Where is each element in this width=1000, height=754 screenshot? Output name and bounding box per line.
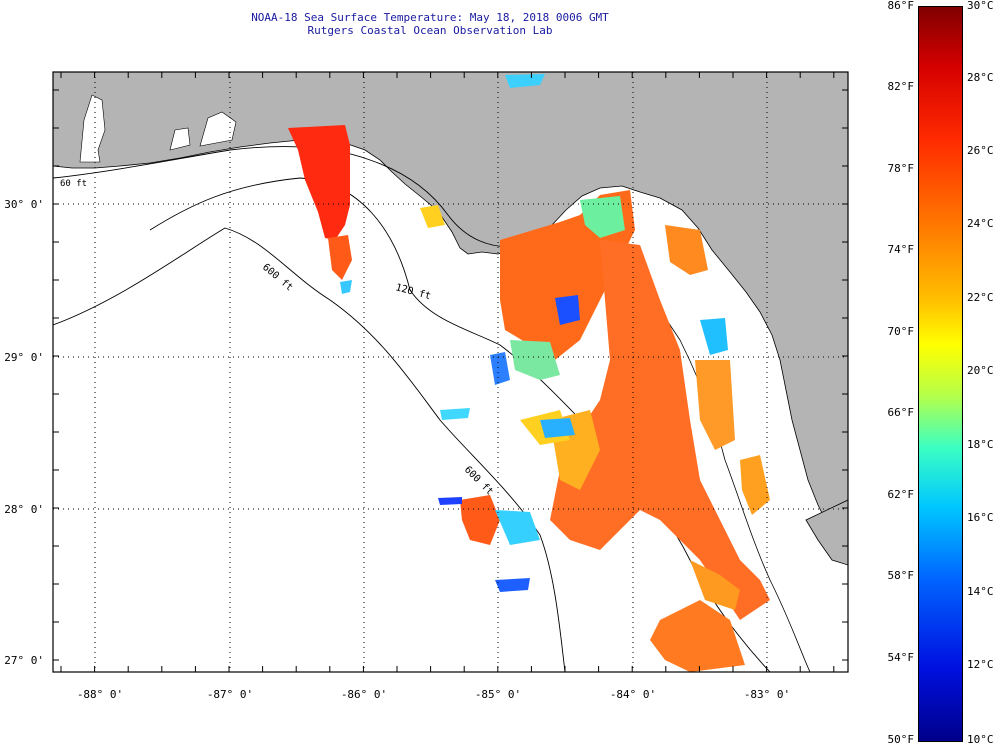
map-subtitle: Rutgers Coastal Ocean Observation Lab [307,24,553,37]
lat-label-30: 30° 0' [4,198,44,211]
lon-label-86: -86° 0' [340,688,388,701]
lon-label-85: -85° 0' [474,688,522,701]
isobath-120ft [149,177,771,672]
colorbar-f-label: 86°F [887,0,915,12]
lon-label-87: -87° 0' [206,688,254,701]
colorbar-f-label: 78°F [887,162,915,175]
temperature-colorbar [918,6,963,742]
lon-label-84: -84° 0' [609,688,657,701]
lat-label-29: 29° 0' [4,351,44,364]
lat-label-27: 27° 0' [4,654,44,667]
map-title: NOAA-18 Sea Surface Temperature: May 18,… [251,11,609,24]
sst-swaths [288,74,770,672]
contour-label-60ft: 60 ft [60,179,87,189]
colorbar-c-label: 16°C [967,511,994,524]
colorbar-c-label: 28°C [967,71,994,84]
colorbar-c-label: 30°C [967,0,994,12]
colorbar-c-label: 22°C [967,291,994,304]
lat-label-28: 28° 0' [4,503,44,516]
colorbar-f-label: 54°F [887,651,915,664]
colorbar-f-label: 74°F [887,243,915,256]
colorbar-f-label: 62°F [887,488,915,501]
colorbar-c-label: 26°C [967,144,994,157]
lon-label-83: -83° 0' [743,688,791,701]
lon-label-88: -88° 0' [76,688,124,701]
frame-ticks [53,72,848,672]
map-frame [52,71,849,673]
colorbar-c-label: 20°C [967,364,994,377]
colorbar-f-label: 58°F [887,569,915,582]
colorbar-f-label: 66°F [887,406,915,419]
colorbar-c-label: 18°C [967,438,994,451]
graticule [53,72,848,672]
colorbar-c-label: 12°C [967,658,994,671]
colorbar-c-label: 24°C [967,217,994,230]
colorbar-f-label: 70°F [887,325,915,338]
colorbar-c-label: 14°C [967,585,994,598]
colorbar-c-label: 10°C [967,733,994,746]
colorbar-f-label: 50°F [887,733,915,746]
colorbar-f-label: 82°F [887,80,915,93]
isobath-600ft [53,227,566,672]
